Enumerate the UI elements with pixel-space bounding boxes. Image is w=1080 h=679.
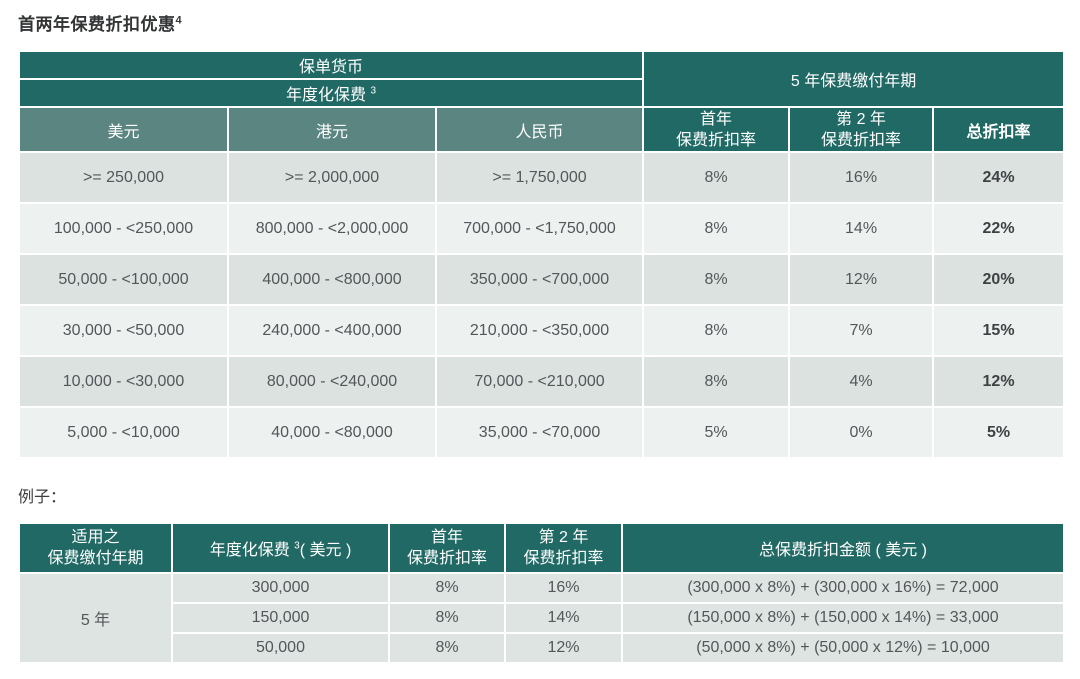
header-annualized-premium-usd: 年度化保费 3( 美元 ) (171, 522, 390, 574)
table-row: >= 250,000 >= 2,000,000 >= 1,750,000 8% … (18, 151, 1066, 204)
table-cell: 210,000 - <350,000 (434, 304, 645, 357)
header-first-year-rate: 首年 保费折扣率 (388, 522, 506, 574)
table-cell: >= 250,000 (18, 151, 229, 204)
table-cell: 7% (788, 304, 935, 357)
table-cell: 16% (788, 151, 935, 204)
term-value-cell: 5 年 (18, 572, 173, 664)
header-line: 保费折扣率 (406, 550, 487, 567)
table-cell: 50,000 - <100,000 (18, 253, 229, 306)
table-row: 10,000 - <30,000 80,000 - <240,000 70,00… (18, 355, 1066, 408)
header-line: 保费折扣率 (821, 131, 902, 149)
table-cell: 350,000 - <700,000 (434, 253, 645, 306)
header-line: 首年 (430, 529, 463, 546)
table-cell: 80,000 - <240,000 (227, 355, 437, 408)
header-currency-rmb: 人民币 (434, 106, 645, 153)
header-currency-usd: 美元 (18, 106, 229, 153)
table-cell: 8% (642, 355, 791, 408)
premium-footnote: 3 (294, 540, 300, 552)
table-cell: 12% (504, 632, 623, 664)
table-cell: 8% (642, 253, 791, 306)
table-cell-formula: (150,000 x 8%) + (150,000 x 14%) = 33,00… (621, 602, 1065, 634)
table-row: 5 年 300,000 8% 16% (300,000 x 8%) + (300… (18, 572, 1065, 664)
table-cell: 8% (388, 602, 506, 634)
table-cell-formula: (50,000 x 8%) + (50,000 x 12%) = 10,000 (621, 632, 1065, 664)
table-cell: 50,000 (171, 632, 390, 664)
table-cell: 4% (788, 355, 935, 408)
table-cell-total: 5% (932, 406, 1066, 459)
header-payment-term: 5 年保费缴付年期 (642, 50, 1066, 108)
table-cell: 0% (788, 406, 935, 459)
table-cell: 8% (388, 572, 506, 604)
header-policy-currency: 保单货币 (17, 50, 645, 80)
table-row: 100,000 - <250,000 800,000 - <2,000,000 … (18, 202, 1066, 255)
table-cell: 14% (788, 202, 935, 255)
header-currency-hkd: 港元 (227, 106, 437, 153)
table-row: 5,000 - <10,000 40,000 - <80,000 35,000 … (18, 406, 1066, 459)
table-cell: 40,000 - <80,000 (227, 406, 437, 459)
table-cell-total: 22% (932, 202, 1066, 255)
table-cell-total: 12% (932, 355, 1066, 408)
annualized-premium-footnote: 3 (370, 85, 377, 97)
table-cell: 240,000 - <400,000 (227, 304, 437, 357)
header-total-rate: 总折扣率 (932, 106, 1066, 153)
table-cell: 800,000 - <2,000,000 (227, 202, 437, 255)
table-cell: >= 2,000,000 (227, 151, 437, 204)
table-cell: 100,000 - <250,000 (18, 202, 229, 255)
premium-suffix: ( 美元 ) (299, 542, 352, 559)
table-cell: 300,000 (171, 572, 390, 604)
table-cell: 700,000 - <1,750,000 (434, 202, 645, 255)
table-row: 50,000 - <100,000 400,000 - <800,000 350… (18, 253, 1066, 306)
table-cell: 5% (642, 406, 791, 459)
table-cell: 8% (642, 202, 791, 255)
table-cell-formula: (300,000 x 8%) + (300,000 x 16%) = 72,00… (621, 572, 1065, 604)
table-cell: 16% (504, 572, 623, 604)
header-total-discount-amount: 总保费折扣金额 ( 美元 ) (621, 522, 1065, 574)
table-cell: 10,000 - <30,000 (18, 355, 229, 408)
header-applicable-term: 适用之 保费缴付年期 (18, 522, 173, 574)
table-cell-total: 20% (932, 253, 1066, 306)
page-title-text: 首两年保费折扣优惠 (18, 15, 176, 34)
table-cell: 8% (642, 304, 791, 357)
table-cell: >= 1,750,000 (434, 151, 645, 204)
header-line: 适用之 (71, 529, 120, 546)
page-title-footnote: 4 (175, 14, 183, 27)
discount-table: 保单货币 5 年保费缴付年期 年度化保费 3 美元 港元 人民币 首年 保费折扣… (17, 50, 1066, 459)
header-line: 首年 (700, 110, 733, 128)
table-cell: 400,000 - <800,000 (227, 253, 437, 306)
table-cell: 8% (388, 632, 506, 664)
premium-text: 年度化保费 (209, 542, 290, 559)
table-cell: 5,000 - <10,000 (18, 406, 229, 459)
table-row: 50,000 8% 12% (50,000 x 8%) + (50,000 x … (19, 632, 1065, 664)
example-table: 适用之 保费缴付年期 年度化保费 3( 美元 ) 首年 保费折扣率 第 2 年 … (18, 522, 1065, 664)
table-cell: 12% (788, 253, 935, 306)
header-second-year-rate: 第 2 年 保费折扣率 (504, 522, 623, 574)
table-row: 30,000 - <50,000 240,000 - <400,000 210,… (18, 304, 1066, 357)
header-first-year-rate: 首年 保费折扣率 (642, 106, 791, 153)
example-label: 例子： (18, 489, 67, 506)
header-line: 第 2 年 (836, 110, 886, 128)
header-line: 保费缴付年期 (47, 550, 144, 567)
table-cell: 35,000 - <70,000 (434, 406, 645, 459)
table-cell: 150,000 (171, 602, 390, 634)
header-annualized-premium: 年度化保费 3 (17, 78, 645, 108)
table-cell-total: 24% (932, 151, 1066, 204)
table-cell: 14% (504, 602, 623, 634)
page: 首两年保费折扣优惠4 保单货币 5 年保费缴付年期 年度化保费 3 美元 港元 … (17, 10, 1066, 664)
table-cell-total: 15% (932, 304, 1066, 357)
table-row: 150,000 8% 14% (150,000 x 8%) + (150,000… (19, 602, 1065, 634)
annualized-premium-text: 年度化保费 (286, 87, 367, 104)
table-cell: 70,000 - <210,000 (434, 355, 645, 408)
header-line: 保费折扣率 (523, 550, 604, 567)
header-second-year-rate: 第 2 年 保费折扣率 (788, 106, 935, 153)
table-cell: 30,000 - <50,000 (18, 304, 229, 357)
header-line: 保费折扣率 (676, 131, 757, 149)
header-line: 第 2 年 (538, 529, 589, 546)
table-cell: 8% (642, 151, 791, 204)
page-title: 首两年保费折扣优惠4 (18, 10, 1063, 35)
